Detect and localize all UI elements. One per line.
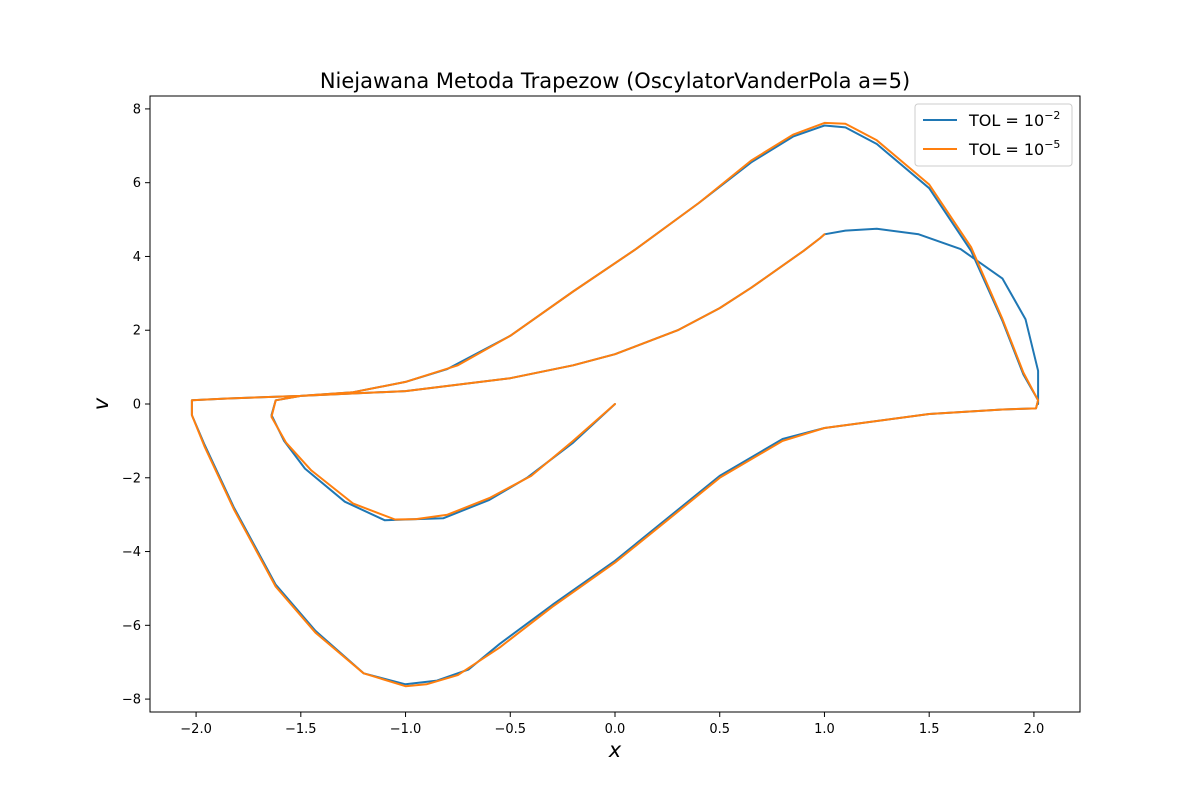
chart-title: Niejawana Metoda Trapezow (OscylatorVand…: [320, 69, 910, 93]
legend-label-series-2-exponent: −5: [1044, 138, 1060, 151]
x-tick-label: −2.0: [180, 722, 212, 737]
x-tick-label: 0.0: [605, 722, 626, 737]
legend: TOL = 10−2 TOL = 10−5: [914, 103, 1073, 167]
x-tick-label: −1.0: [390, 722, 422, 737]
x-tick-label: 1.5: [919, 722, 940, 737]
y-tick-label: 6: [133, 176, 141, 191]
legend-label-series-2: TOL = 10−5: [968, 138, 1060, 159]
y-axis-ticks: −8 −6 −4 −2 0 2 4 6 8: [122, 102, 150, 708]
x-tick-label: −1.5: [285, 722, 317, 737]
x-tick-label: −0.5: [494, 722, 526, 737]
legend-label-series-1-exponent: −2: [1044, 109, 1060, 122]
x-axis-label: x: [608, 738, 622, 762]
legend-label-series-2-base: TOL = 10: [968, 140, 1044, 159]
series-line-2: [190, 121, 1040, 688]
y-tick-label: 4: [133, 250, 141, 265]
x-tick-label: 1.0: [814, 722, 835, 737]
y-tick-label: 0: [133, 398, 141, 413]
y-axis-label: v: [89, 397, 113, 410]
legend-label-series-1-base: TOL = 10: [968, 111, 1044, 130]
x-axis-ticks: −2.0 −1.5 −1.0 −0.5 0.0 0.5 1.0 1.5 2.0: [180, 712, 1044, 737]
y-tick-label: −4: [122, 545, 141, 560]
y-tick-label: 8: [133, 102, 141, 117]
y-tick-label: −6: [122, 619, 141, 634]
y-tick-label: −8: [122, 693, 141, 708]
plot-area-frame: [149, 95, 1081, 713]
y-tick-label: 2: [133, 324, 141, 339]
y-tick-label: −2: [122, 471, 141, 486]
x-tick-label: 0.5: [709, 722, 730, 737]
series-lines: [190, 121, 1040, 688]
x-tick-label: 2.0: [1024, 722, 1045, 737]
legend-label-series-1: TOL = 10−2: [968, 109, 1060, 130]
